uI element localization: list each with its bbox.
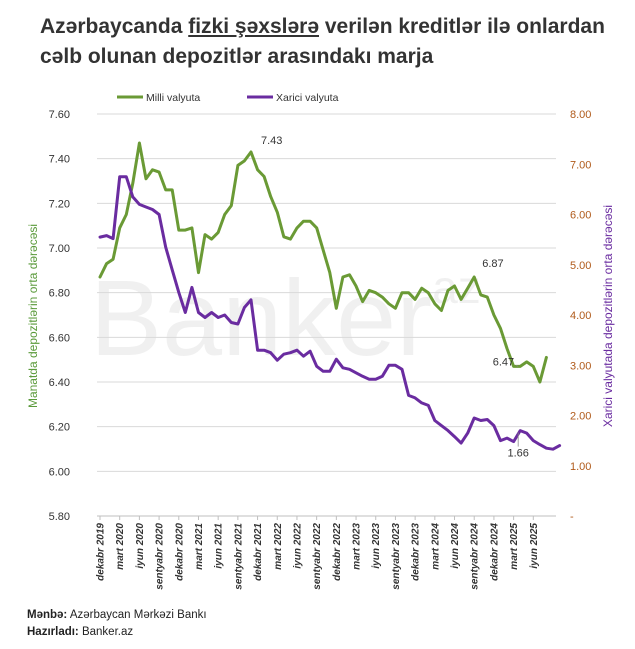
- data-label: 7.43: [261, 135, 282, 147]
- x-tick-label: dekabr 2023: [411, 523, 422, 581]
- x-tick-label: iyun 2020: [135, 523, 146, 569]
- data-label: 1.66: [507, 448, 528, 460]
- source-value: Azərbaycan Mərkəzi Bankı: [69, 609, 207, 621]
- right-tick-label: -: [570, 511, 574, 523]
- source-line: Mənbə: Azərbaycan Mərkəzi Bankı: [27, 609, 207, 621]
- left-tick-label: 7.00: [49, 243, 70, 255]
- title-part-1: Azərbaycanda: [40, 15, 189, 38]
- right-tick-label: 1.00: [570, 461, 591, 473]
- x-tick-label: mart 2023: [352, 523, 363, 570]
- x-tick-label: iyun 2022: [292, 523, 303, 569]
- right-axis-title: Xarici valyutada depozitlərin orta dərəc…: [601, 205, 615, 427]
- right-tick-label: 6.00: [570, 210, 591, 222]
- source-label: Mənbə:: [27, 609, 68, 621]
- watermark: Bankeraz: [90, 257, 481, 378]
- series-line-milli-valyuta: [98, 141, 548, 384]
- x-axis: dekabr 2019 mart 2020 iyun 2020 sentyabr 20…: [96, 515, 556, 590]
- right-tick-label: 7.00: [570, 159, 591, 171]
- left-tick-label: 7.60: [49, 109, 70, 121]
- right-tick-label: 8.00: [570, 109, 591, 121]
- watermark-text: Banker: [90, 257, 432, 378]
- left-y-axis: 7.60 7.40 7.20 7.00 6.80 6.60 6.40 6.20 6.00 5.80: [49, 109, 70, 523]
- legend-label: Xarici valyuta: [276, 92, 339, 104]
- legend: Milli valyuta Xarici valyuta: [117, 92, 339, 104]
- title-part-3: verilən kreditlər ilə onlardan cəlb olun…: [40, 15, 605, 68]
- annotation-leader: [515, 365, 519, 367]
- x-tick-label: iyun 2025: [529, 523, 540, 569]
- data-label: 6.87: [482, 258, 503, 270]
- series-line-xarici-valyuta: [98, 175, 562, 451]
- left-tick-label: 6.20: [49, 422, 70, 434]
- series-lines: [98, 141, 562, 451]
- prepared-line: Hazırladı: Banker.az: [27, 626, 133, 638]
- chart-title: Azərbaycanda fizki şəxslərə verilən kred…: [40, 12, 620, 72]
- x-tick-label: iyun 2021: [214, 523, 225, 569]
- grid-lines: [97, 113, 556, 517]
- left-axis-title: Manatda depozitlərin orta dərəcəsi: [26, 224, 40, 408]
- x-tick-label: sentyabr 2021: [233, 523, 244, 590]
- left-tick-label: 6.60: [49, 332, 70, 344]
- left-tick-label: 6.40: [49, 377, 70, 389]
- prepared-value: Banker.az: [81, 626, 134, 638]
- legend-label: Milli valyuta: [146, 92, 200, 104]
- right-tick-label: 3.00: [570, 360, 591, 372]
- data-label: 6.47: [493, 356, 514, 368]
- x-tick-label: iyun 2024: [450, 523, 461, 569]
- right-y-axis: 8.00 7.00 6.00 5.00 4.00 3.00 2.00 1.00 -: [570, 109, 591, 523]
- x-tick-label: dekabr 2021: [253, 523, 264, 581]
- x-tick-label: mart 2022: [273, 523, 284, 570]
- x-tick-label: dekabr 2020: [174, 523, 185, 581]
- x-tick-label: dekabr 2019: [96, 523, 107, 581]
- x-tick-label: sentyabr 2022: [312, 523, 323, 590]
- right-tick-label: 2.00: [570, 411, 591, 423]
- x-tick-label: sentyabr 2023: [391, 523, 402, 590]
- right-tick-label: 4.00: [570, 310, 591, 322]
- x-tick-label: dekabr 2022: [332, 523, 343, 581]
- left-tick-label: 5.80: [49, 511, 70, 523]
- x-tick-label: dekabr 2024: [489, 523, 500, 581]
- left-tick-label: 7.40: [49, 154, 70, 166]
- x-tick-label: iyun 2023: [371, 523, 382, 569]
- title-underlined-part: fizki şəxslərə: [188, 15, 319, 38]
- x-tick-label: mart 2021: [194, 523, 205, 570]
- x-tick-label: sentyabr 2024: [470, 523, 481, 590]
- x-tick-label: mart 2024: [430, 523, 441, 570]
- left-tick-label: 6.00: [49, 466, 70, 478]
- left-tick-label: 6.80: [49, 288, 70, 300]
- annotations: 7.43 6.87 6.47 1.66: [261, 135, 529, 460]
- x-tick-label: sentyabr 2020: [155, 523, 166, 590]
- x-tick-label: mart 2025: [509, 523, 520, 570]
- prepared-label: Hazırladı:: [27, 626, 79, 638]
- right-tick-label: 5.00: [570, 260, 591, 272]
- left-tick-label: 7.20: [49, 198, 70, 210]
- x-tick-label: mart 2020: [115, 523, 126, 570]
